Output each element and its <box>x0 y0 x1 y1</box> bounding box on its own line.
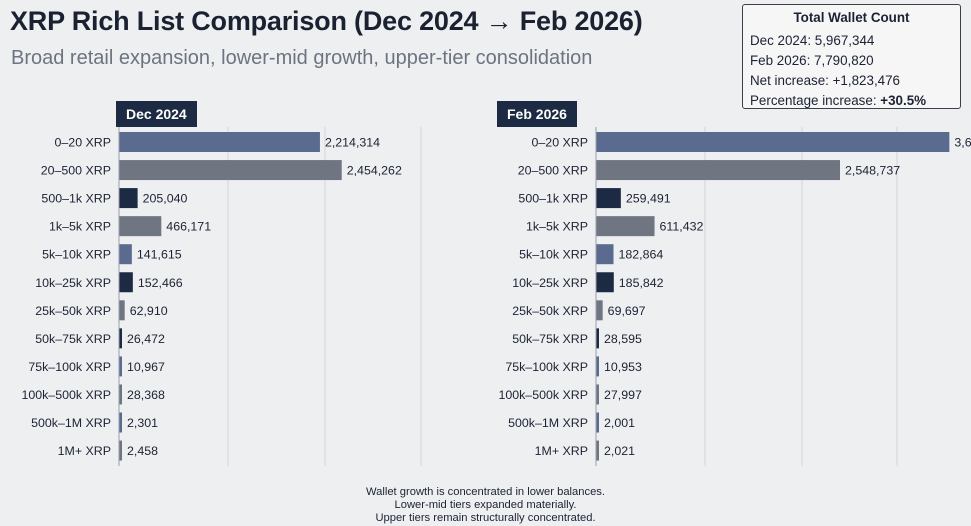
feb-bar-8 <box>596 356 599 377</box>
dec-category-label-2: 500–1k XRP <box>41 192 111 206</box>
panel-feb: 0–20 XRP 3,691,190 20–500 XRP 2,548,737 500–… <box>498 127 971 466</box>
dec-bar-5 <box>119 272 133 293</box>
feb-bar-5 <box>596 272 614 293</box>
feb-bar-6 <box>596 300 603 321</box>
dec-category-label-7: 50k–75k XRP <box>35 332 111 346</box>
feb-bar-11 <box>596 440 599 461</box>
totals-net-line: Net increase: +1,823,476 <box>750 73 901 88</box>
feb-category-label-9: 100k–500k XRP <box>498 388 588 402</box>
feb-bar-9 <box>596 384 599 405</box>
feb-category-label-2: 500–1k XRP <box>518 192 588 206</box>
feb-value-label-4: 182,864 <box>619 248 664 262</box>
totals-dec-line: Dec 2024: 5,967,344 <box>750 33 875 48</box>
feb-bar-3 <box>596 216 655 237</box>
dec-value-label-6: 62,910 <box>130 304 168 318</box>
feb-category-label-1: 20–500 XRP <box>518 164 588 178</box>
total-wallet-count-box: Total Wallet Count Dec 2024: 5,967,344 F… <box>742 4 961 109</box>
dec-bar-11 <box>119 440 122 461</box>
dec-category-label-4: 5k–10k XRP <box>42 248 111 262</box>
feb-bar-4 <box>596 244 614 265</box>
dec-bar-7 <box>119 328 122 349</box>
totals-heading: Total Wallet Count <box>793 10 910 25</box>
feb-value-label-6: 69,697 <box>608 304 646 318</box>
dec-value-label-10: 2,301 <box>127 416 158 430</box>
dec-bar-8 <box>119 356 122 377</box>
footer-notes: Wallet growth is concentrated in lower b… <box>0 486 971 525</box>
totals-feb-line: Feb 2026: 7,790,820 <box>750 53 874 68</box>
feb-bar-7 <box>596 328 599 349</box>
totals-pct-line: Percentage increase: +30.5% <box>750 91 953 111</box>
totals-pct-label: Percentage increase: <box>750 93 881 108</box>
dec-category-label-5: 10k–25k XRP <box>35 276 111 290</box>
dec-bar-3 <box>119 216 162 237</box>
footer-line-2: Lower-mid tiers expanded materially. <box>394 499 577 511</box>
feb-value-label-7: 28,595 <box>604 332 642 346</box>
dec-category-label-9: 100k–500k XRP <box>21 388 111 402</box>
dec-bar-6 <box>119 300 125 321</box>
dec-value-label-8: 10,967 <box>127 360 165 374</box>
dec-value-label-0: 2,214,314 <box>325 136 380 150</box>
feb-value-label-2: 259,491 <box>626 192 671 206</box>
dec-category-label-3: 1k–5k XRP <box>49 220 111 234</box>
feb-bar-0 <box>596 132 950 152</box>
dec-value-label-5: 152,466 <box>138 276 183 290</box>
feb-value-label-1: 2,548,737 <box>845 164 900 178</box>
feb-bar-10 <box>596 412 599 433</box>
feb-bar-1 <box>596 160 840 181</box>
feb-value-label-8: 10,953 <box>604 360 642 374</box>
dec-category-label-10: 500k–1M XRP <box>31 416 111 430</box>
dec-category-label-8: 75k–100k XRP <box>28 360 111 374</box>
dec-category-label-0: 0–20 XRP <box>55 136 111 150</box>
page-title: XRP Rich List Comparison (Dec 2024 → Feb… <box>10 6 643 36</box>
dec-bar-2 <box>119 188 138 209</box>
feb-category-label-5: 10k–25k XRP <box>512 276 588 290</box>
totals-pct-value: +30.5% <box>880 93 927 108</box>
feb-category-label-4: 5k–10k XRP <box>519 248 588 262</box>
feb-category-label-6: 25k–50k XRP <box>512 304 588 318</box>
footer-line-1: Wallet growth is concentrated in lower b… <box>366 486 605 498</box>
dec-value-label-2: 205,040 <box>143 192 188 206</box>
feb-category-label-11: 1M+ XRP <box>535 444 588 458</box>
feb-value-label-5: 185,842 <box>619 276 664 290</box>
footer-line-3: Upper tiers remain structurally concentr… <box>375 512 596 524</box>
feb-bar-2 <box>596 188 621 209</box>
dec-value-label-9: 28,368 <box>127 388 165 402</box>
feb-category-label-8: 75k–100k XRP <box>505 360 588 374</box>
dec-bar-9 <box>119 384 122 405</box>
feb-category-label-7: 50k–75k XRP <box>512 332 588 346</box>
dec-bar-4 <box>119 244 132 265</box>
feb-value-label-11: 2,021 <box>604 444 635 458</box>
dec-bar-0 <box>119 132 320 152</box>
dec-value-label-11: 2,458 <box>127 444 158 458</box>
feb-value-label-0: 3,691,190 <box>954 136 971 150</box>
dec-value-label-7: 26,472 <box>127 332 165 346</box>
feb-category-label-10: 500k–1M XRP <box>508 416 588 430</box>
feb-value-label-3: 611,432 <box>660 220 704 234</box>
dec-value-label-1: 2,454,262 <box>347 164 402 178</box>
panel-dec: 0–20 XRP 2,214,314 20–500 XRP 2,454,262 500–… <box>21 127 422 466</box>
panel-tag-feb-2026: Feb 2026 <box>497 101 577 127</box>
dec-category-label-1: 20–500 XRP <box>41 164 111 178</box>
dec-value-label-3: 466,171 <box>166 220 211 234</box>
dec-category-label-11: 1M+ XRP <box>58 444 111 458</box>
feb-category-label-3: 1k–5k XRP <box>526 220 588 234</box>
feb-value-label-10: 2,001 <box>604 416 635 430</box>
dec-category-label-6: 25k–50k XRP <box>35 304 111 318</box>
feb-value-label-9: 27,997 <box>604 388 642 402</box>
dec-bar-1 <box>119 160 342 181</box>
dec-bar-10 <box>119 412 122 433</box>
dec-value-label-4: 141,615 <box>137 248 182 262</box>
page-subtitle: Broad retail expansion, lower-mid growth… <box>11 47 593 69</box>
panel-tag-dec-2024: Dec 2024 <box>116 101 197 127</box>
feb-category-label-0: 0–20 XRP <box>532 136 588 150</box>
